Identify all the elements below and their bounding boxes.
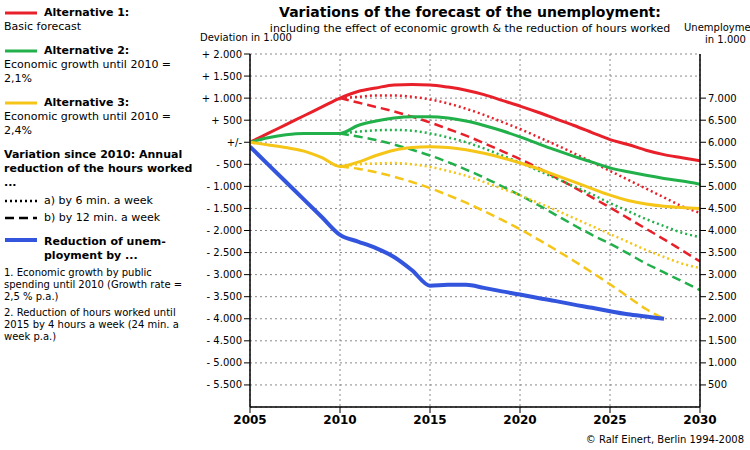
svg-text:- 5.000: - 5.000 [207,357,242,368]
svg-text:+ 1.500: + 1.500 [202,71,242,82]
svg-text:500: 500 [708,379,727,390]
html-text:1. Economic growth by public s: 1. Economic growth by public spending un… [4,267,183,302]
svg-text:2025: 2025 [593,413,626,427]
html-text:Economic growth until 2010 = 2: Economic growth until 2010 = 2,4% [4,110,172,137]
svg-text:+ 2.000: + 2.000 [202,49,242,60]
svg-text:- 5.500: - 5.500 [207,379,242,390]
svg-text:- 4.000: - 4.000 [207,313,242,324]
svg-text:2030: 2030 [683,413,716,427]
svg-text:- 1.500: - 1.500 [207,203,242,214]
html-text:a) by 6 min. a week: a) by 6 min. a week [44,194,153,207]
svg-text:2015: 2015 [413,413,446,427]
svg-text:3.500: 3.500 [708,247,737,258]
svg-text:- 1.000: - 1.000 [207,181,242,192]
html-text:Alternative 2:: Alternative 2: [44,44,130,57]
svg-text:6.000: 6.000 [708,137,737,148]
svg-text:- 2.500: - 2.500 [207,247,242,258]
svg-text:- 3.000: - 3.000 [207,269,242,280]
svg-text:2.500: 2.500 [708,291,737,302]
svg-text:+ 1.000: + 1.000 [202,93,242,104]
svg-text:2005: 2005 [233,413,266,427]
html-text:Reduction of unem-ployment by: Reduction of unem-ployment by ... [44,235,166,262]
svg-text:- 4.500: - 4.500 [207,335,242,346]
html-text:Alternative 1:: Alternative 1: [44,6,130,19]
html-text:Alternative 3:: Alternative 3: [44,96,130,109]
svg-text:+/-: +/- [227,137,243,148]
svg-text:1.500: 1.500 [708,335,737,346]
svg-text:5.000: 5.000 [708,181,737,192]
svg-text:7.000: 7.000 [708,93,737,104]
svg-text:- 3.500: - 3.500 [207,291,242,302]
svg-text:2020: 2020 [503,413,536,427]
svg-text:- 2.000: - 2.000 [207,225,242,236]
html-text:including the effect of econom: including the effect of economic growth … [269,22,671,35]
svg-text:5.500: 5.500 [708,159,737,170]
svg-text:- 500: - 500 [216,159,242,170]
html-text:Variations of the forecast of: Variations of the forecast of the unempl… [279,4,661,20]
svg-text:6.500: 6.500 [708,115,737,126]
html-text:Economic growth until 2010 = 2: Economic growth until 2010 = 2,1% [4,58,172,85]
html-text:2. Reduction of hours worked u: 2. Reduction of hours worked until 2015 … [4,307,179,342]
svg-text:+ 500: + 500 [211,115,242,126]
html-text:Variation since 2010: Annual r: Variation since 2010: Annual reduction o… [4,148,193,189]
svg-text:3.000: 3.000 [708,269,737,280]
html-text:Basic forecast: Basic forecast [4,20,82,33]
svg-text:4.000: 4.000 [708,225,737,236]
svg-text:2.000: 2.000 [708,313,737,324]
svg-text:2010: 2010 [323,413,356,427]
svg-text:4.500: 4.500 [708,203,737,214]
html-text:b) by 12 min. a week: b) by 12 min. a week [44,211,161,224]
html-text:© Ralf Einert, Berlin 1994-200: © Ralf Einert, Berlin 1994-2008 [585,434,744,445]
svg-text:1.000: 1.000 [708,357,737,368]
html-text:Deviation in 1.000: Deviation in 1.000 [200,32,292,43]
